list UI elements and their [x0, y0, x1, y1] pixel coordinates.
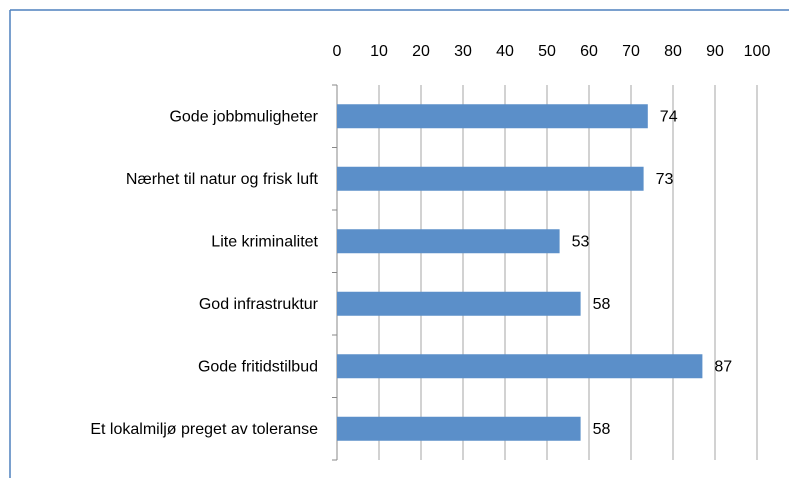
x-tick-label: 70 [622, 43, 640, 60]
x-tick-label: 80 [664, 43, 682, 60]
bar [337, 354, 703, 379]
y-tick-label: Gode jobbmuligheter [169, 108, 318, 125]
y-tick-label: Lite kriminalitet [211, 233, 318, 250]
x-tick-label: 60 [580, 43, 598, 60]
data-label: 87 [714, 358, 732, 375]
x-tick-label: 50 [538, 43, 556, 60]
y-tick-label: God infrastruktur [199, 296, 319, 313]
x-tick-label: 0 [333, 43, 342, 60]
x-tick-label: 20 [412, 43, 430, 60]
bar [337, 291, 581, 316]
y-tick-label: Nærhet til natur og frisk luft [126, 171, 319, 188]
data-label: 58 [593, 296, 611, 313]
x-tick-label: 30 [454, 43, 472, 60]
data-label: 74 [660, 108, 678, 125]
y-tick-label: Gode fritidstilbud [198, 358, 318, 375]
bar [337, 416, 581, 441]
x-tick-label: 40 [496, 43, 514, 60]
bar [337, 229, 560, 254]
y-tick-label: Et lokalmiljø preget av toleranse [90, 421, 318, 438]
x-tick-label: 10 [370, 43, 388, 60]
data-label: 73 [656, 171, 674, 188]
bar [337, 104, 648, 129]
data-label: 53 [572, 233, 590, 250]
bar [337, 166, 644, 191]
data-label: 58 [593, 421, 611, 438]
x-tick-label: 100 [744, 43, 771, 60]
x-tick-label: 90 [706, 43, 724, 60]
